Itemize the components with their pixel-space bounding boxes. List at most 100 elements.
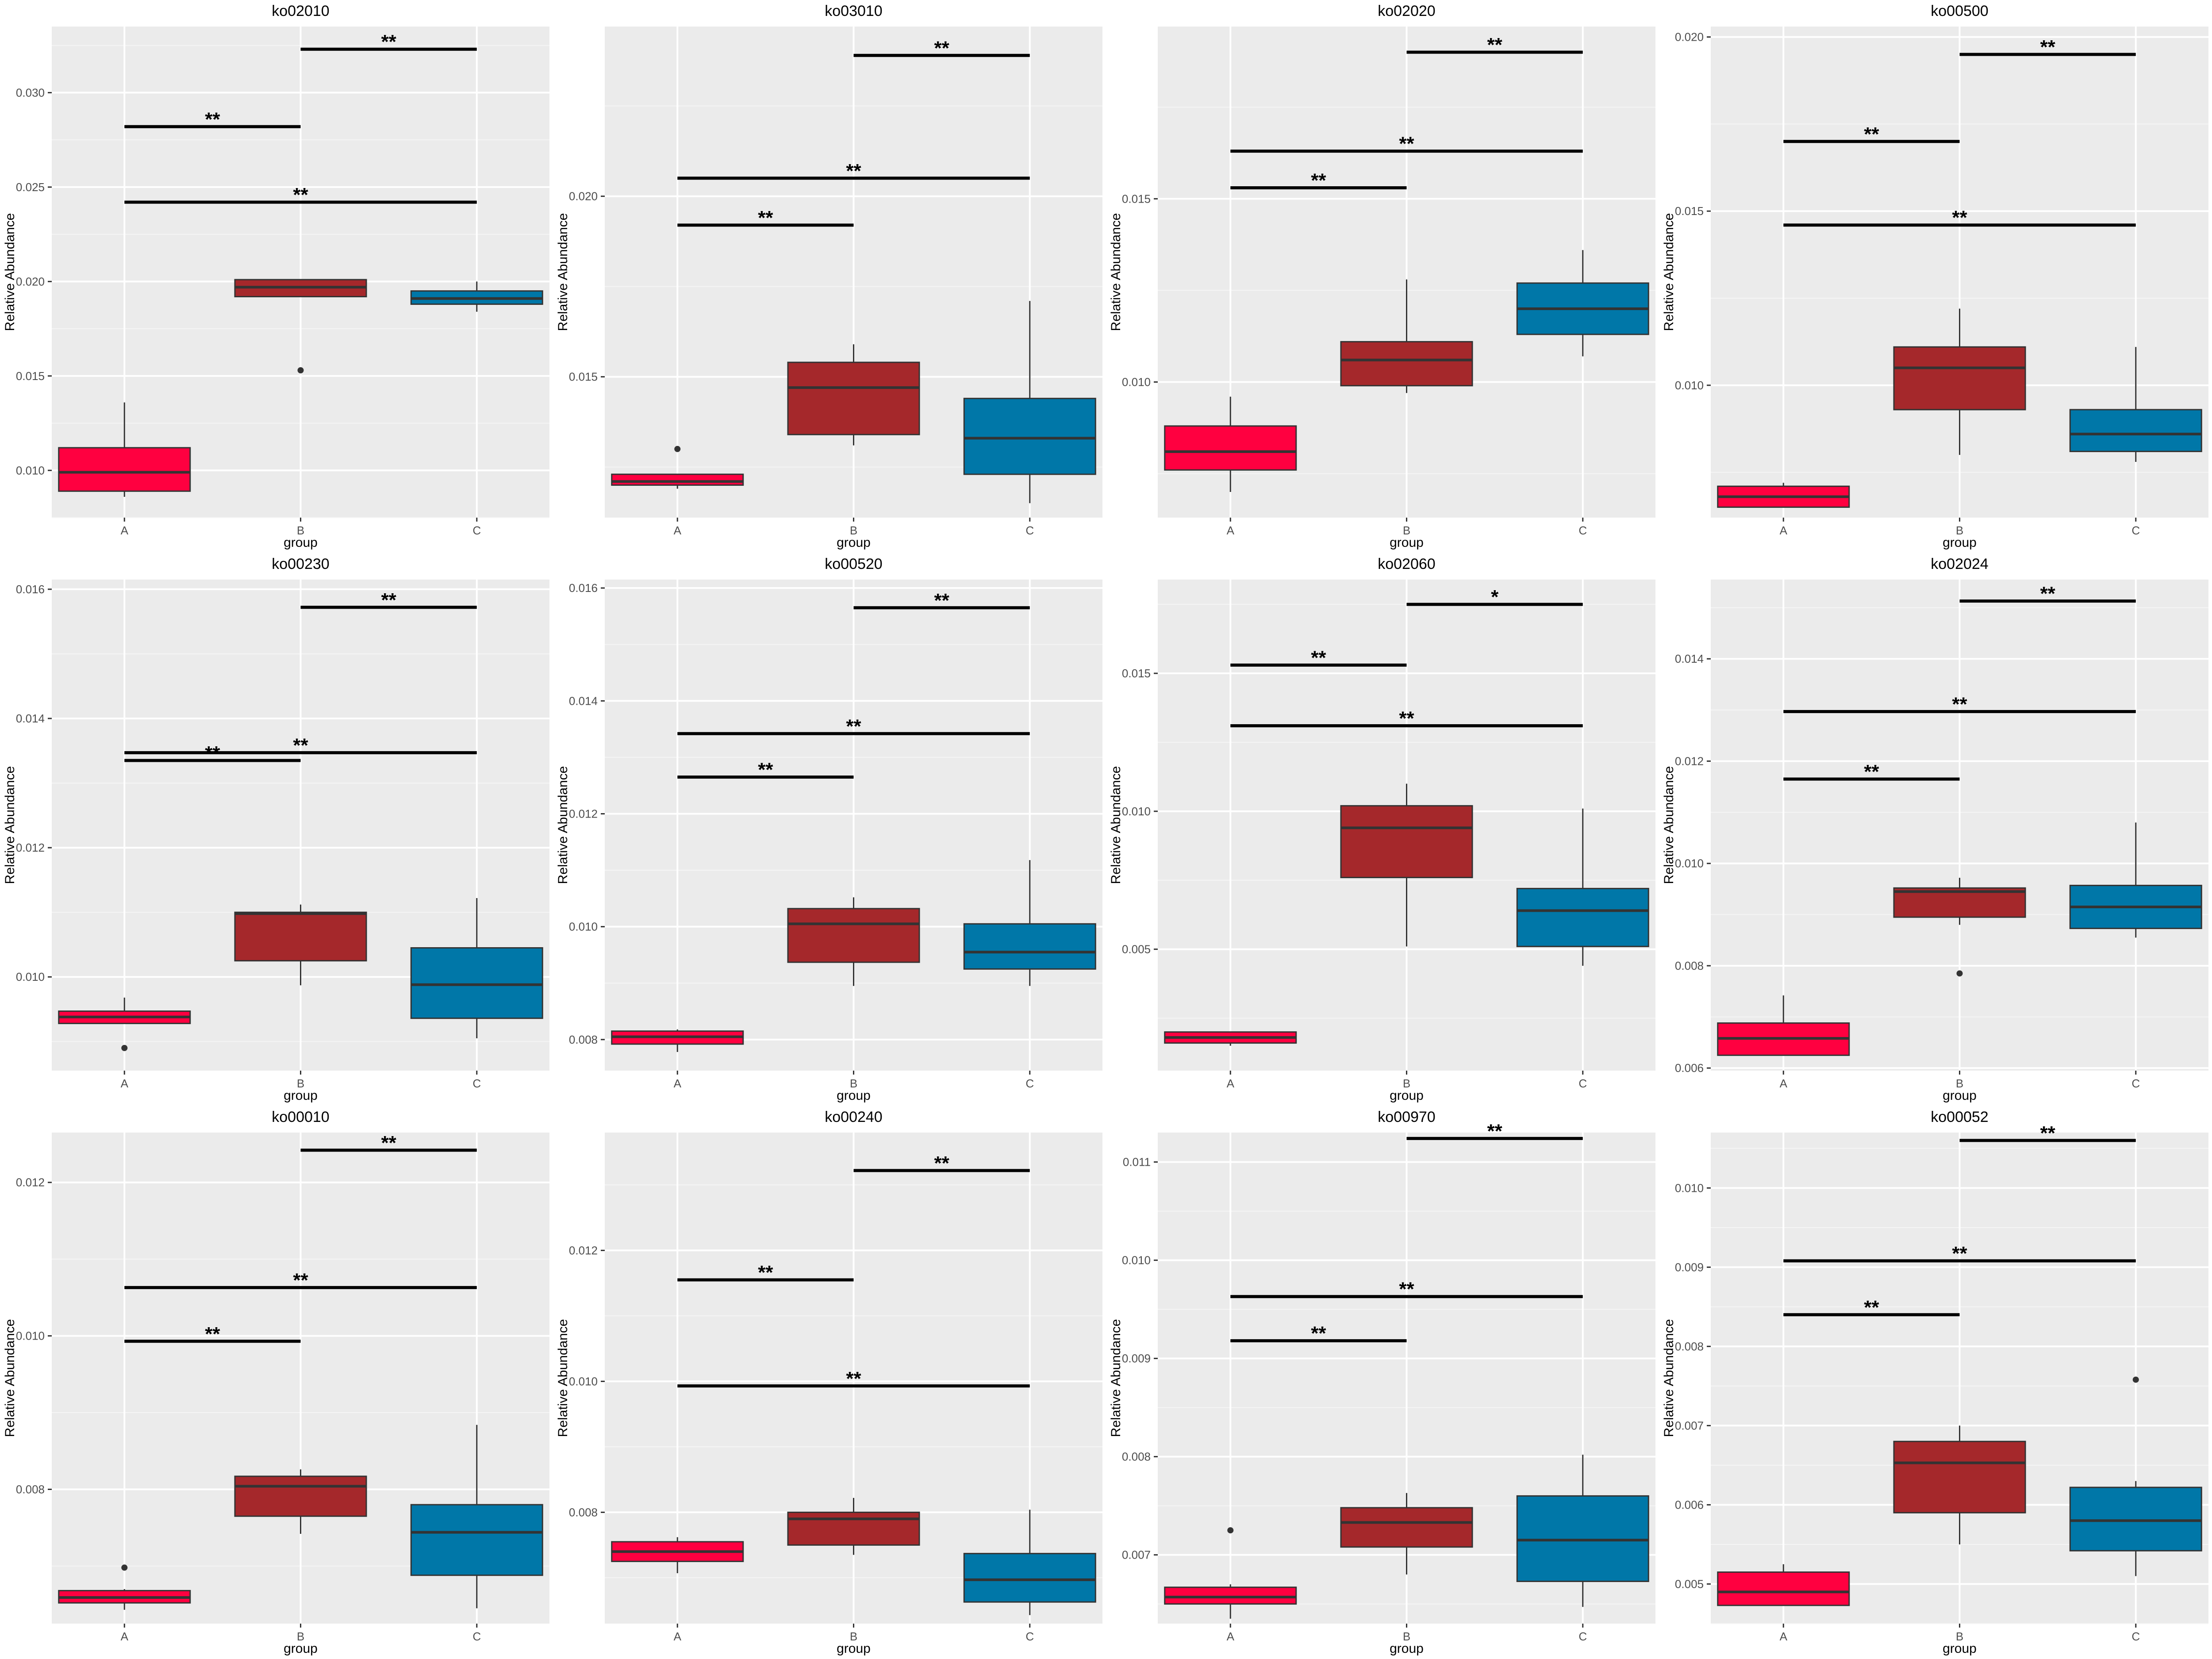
x-tick-label: B: [297, 1630, 304, 1643]
y-tick-label: 0.010: [1122, 805, 1151, 818]
y-tick-label: 0.008: [16, 1482, 45, 1496]
x-tick-label: C: [472, 1630, 481, 1643]
box-B: [1893, 878, 2026, 977]
y-tick-label: 0.011: [1123, 1156, 1151, 1169]
box-C: [1516, 808, 1649, 966]
x-axis-label: group: [1390, 1641, 1424, 1656]
y-axis-label: Relative Abundance: [556, 213, 570, 331]
box-B: [1893, 1425, 2026, 1544]
chart-title: ko03010: [825, 3, 882, 19]
significance-label: *: [1491, 586, 1499, 608]
box-C: [410, 1425, 543, 1609]
y-axis-label: Relative Abundance: [1662, 1319, 1676, 1437]
chart-title: ko00520: [825, 556, 882, 572]
significance-label: **: [205, 1323, 220, 1345]
y-tick-label: 0.025: [16, 180, 45, 194]
box-body: [787, 1511, 920, 1546]
y-tick-label: 0.030: [16, 86, 45, 99]
box-body: [963, 1553, 1096, 1603]
box-body: [787, 361, 920, 435]
x-axis-label: group: [1390, 1088, 1424, 1103]
box-body: [234, 1475, 367, 1517]
outlier-point: [674, 445, 681, 452]
x-tick-label: C: [1025, 1630, 1034, 1643]
y-tick-label: 0.014: [1675, 652, 1704, 665]
x-tick-label: B: [1956, 524, 1963, 537]
x-tick-label: B: [1403, 1630, 1410, 1643]
x-tick-label: A: [1780, 1077, 1788, 1090]
y-tick-label: 0.008: [1675, 1340, 1704, 1353]
significance-label: **: [758, 759, 773, 781]
y-tick-label: 0.010: [16, 464, 45, 477]
significance-label: **: [205, 108, 220, 130]
y-axis-label: Relative Abundance: [3, 766, 17, 884]
y-tick-label: 0.016: [569, 581, 598, 595]
x-axis-label: group: [837, 535, 871, 550]
chart-panel-ko03010: 0.015 0.020 A B C ** ** ** ko03010 group Relative …: [556, 3, 1102, 550]
x-tick-label: A: [674, 1077, 682, 1090]
significance-label: **: [846, 1368, 861, 1390]
chart-title: ko00500: [1931, 3, 1988, 19]
significance-label: **: [1399, 133, 1414, 155]
x-axis-label: group: [1390, 535, 1424, 550]
box-B: [1340, 783, 1473, 947]
significance-label: **: [1952, 1243, 1967, 1264]
chart-panel-ko00970: 0.007 0.008 0.009 0.010 0.011 A B C ** ** ** ko0097…: [1109, 1109, 1655, 1656]
box-C: [1516, 1455, 1649, 1607]
y-tick-label: 0.012: [569, 1244, 598, 1257]
box-body: [410, 947, 543, 1019]
y-tick-label: 0.010: [1675, 379, 1704, 392]
box-body: [58, 447, 191, 492]
box-C: [2069, 822, 2202, 938]
box-C: [2069, 347, 2202, 462]
x-axis-label: group: [837, 1641, 871, 1656]
y-tick-label: 0.020: [1675, 31, 1704, 44]
x-axis-label: group: [837, 1088, 871, 1103]
box-body: [1516, 887, 1649, 947]
significance-label: **: [1952, 207, 1967, 229]
significance-label: **: [846, 715, 861, 737]
box-A: [611, 1029, 744, 1052]
y-axis-label: Relative Abundance: [1109, 213, 1123, 331]
significance-label: **: [293, 184, 308, 206]
box-body: [1717, 1571, 1850, 1606]
significance-label: **: [934, 1152, 950, 1174]
y-tick-label: 0.009: [1675, 1260, 1704, 1274]
y-tick-label: 0.015: [1122, 667, 1151, 680]
outlier-point: [1227, 1527, 1234, 1534]
x-tick-label: C: [1578, 1630, 1587, 1643]
y-tick-label: 0.012: [1675, 754, 1704, 768]
box-body: [963, 923, 1096, 970]
significance-label: **: [1864, 123, 1879, 145]
x-tick-label: C: [1578, 524, 1587, 537]
box-body: [787, 908, 920, 963]
y-tick-label: 0.012: [16, 841, 45, 854]
y-tick-label: 0.010: [1675, 857, 1704, 870]
box-body: [410, 1504, 543, 1576]
x-tick-label: C: [2131, 1630, 2140, 1643]
box-B: [234, 279, 367, 373]
x-tick-label: A: [674, 524, 682, 537]
x-axis-label: group: [284, 535, 318, 550]
box-B: [1340, 279, 1473, 393]
y-tick-label: 0.005: [1122, 943, 1151, 956]
x-tick-label: B: [850, 1630, 857, 1643]
chart-title: ko00052: [1931, 1109, 1988, 1125]
y-tick-label: 0.014: [569, 694, 598, 707]
box-A: [58, 997, 191, 1051]
chart-title: ko00970: [1378, 1109, 1435, 1125]
box-body: [1893, 1440, 2026, 1513]
y-axis-label: Relative Abundance: [556, 1319, 570, 1437]
box-B: [234, 1469, 367, 1534]
x-tick-label: A: [1780, 524, 1788, 537]
y-axis-label: Relative Abundance: [3, 1319, 17, 1437]
box-A: [1717, 483, 1850, 508]
y-axis-label: Relative Abundance: [1662, 213, 1676, 331]
y-tick-label: 0.010: [569, 1375, 598, 1388]
box-C: [963, 1509, 1096, 1615]
y-tick-label: 0.008: [569, 1505, 598, 1519]
significance-label: **: [934, 37, 950, 59]
significance-label: **: [934, 590, 950, 611]
box-A: [611, 1537, 744, 1574]
